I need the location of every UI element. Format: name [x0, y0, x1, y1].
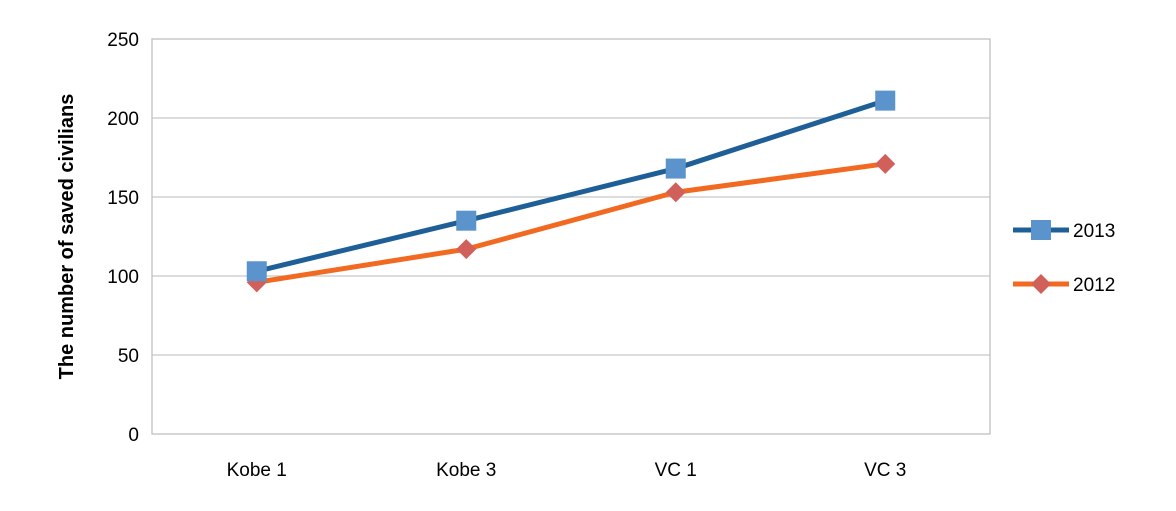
data-point-2012 — [665, 182, 686, 203]
data-point-2013 — [665, 158, 686, 179]
y-axis-ticks: 0 50 100 150 200 250 — [107, 30, 139, 446]
series-group — [246, 90, 896, 293]
y-axis-title: The number of saved civilians — [56, 94, 78, 380]
data-point-2012 — [456, 239, 477, 260]
series-2012 — [246, 153, 896, 293]
data-point-2013 — [246, 261, 267, 282]
gridlines — [152, 117, 990, 356]
legend-marker — [1031, 220, 1051, 240]
y-tick-label: 150 — [107, 188, 139, 209]
legend-item-2013: 2013 — [1013, 220, 1115, 242]
x-tick-label: VC 1 — [655, 460, 697, 481]
series-line-2012 — [254, 161, 888, 285]
legend-label: 2012 — [1073, 275, 1115, 296]
legend-item-2012: 2012 — [1013, 274, 1115, 296]
y-tick-label: 0 — [128, 425, 139, 446]
y-tick-label: 50 — [118, 346, 139, 367]
data-point-2013 — [456, 210, 477, 231]
y-tick-label: 100 — [107, 267, 139, 288]
x-tick-label: Kobe 3 — [436, 460, 496, 481]
series-2013 — [246, 90, 896, 282]
data-point-2012 — [875, 153, 896, 174]
legend-label: 2013 — [1073, 221, 1115, 242]
x-tick-label: Kobe 1 — [227, 460, 287, 481]
legend-marker — [1031, 274, 1051, 294]
series-line-2013 — [254, 98, 888, 274]
x-tick-label: VC 3 — [864, 460, 906, 481]
legend: 2013 2012 — [1013, 220, 1115, 296]
y-tick-label: 200 — [107, 109, 139, 130]
data-point-2013 — [875, 90, 896, 111]
plot-area-frame — [151, 38, 991, 435]
y-tick-label: 250 — [107, 30, 139, 51]
x-axis-ticks: Kobe 1 Kobe 3 VC 1 VC 3 — [227, 460, 907, 481]
